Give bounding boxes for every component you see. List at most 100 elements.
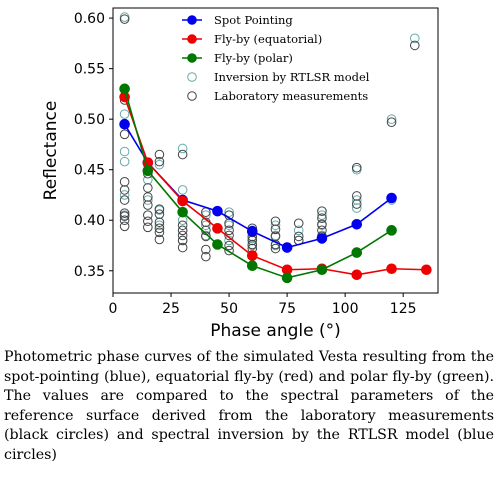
data-point bbox=[317, 219, 327, 230]
data-point bbox=[212, 223, 223, 234]
data-point bbox=[409, 33, 420, 44]
data-point bbox=[409, 40, 420, 51]
data-point bbox=[177, 242, 188, 253]
data-point bbox=[119, 83, 130, 95]
axes: 0 25 50 75 100 125 0.35 0.40 0.45 0.50 0.55 0.60 Pha… bbox=[41, 7, 439, 341]
legend-label: Fly-by (equatorial) bbox=[214, 32, 322, 46]
data-point bbox=[224, 207, 234, 217]
data-point bbox=[386, 117, 397, 128]
legend-label: Spot Pointing bbox=[214, 13, 293, 27]
data-point bbox=[224, 218, 234, 229]
data-point bbox=[270, 216, 281, 227]
data-point bbox=[143, 195, 153, 205]
series-fly-by-polar bbox=[119, 83, 397, 284]
data-point bbox=[351, 195, 362, 205]
data-point bbox=[212, 205, 223, 217]
data-point bbox=[119, 208, 130, 218]
data-point bbox=[177, 149, 188, 160]
legend-entry-laboratory-measurements: Laboratory measurements bbox=[187, 89, 368, 103]
data-point bbox=[386, 263, 397, 275]
data-point bbox=[224, 225, 234, 236]
data-point bbox=[143, 200, 153, 210]
data-point bbox=[317, 206, 327, 216]
data-point bbox=[119, 177, 130, 187]
data-point bbox=[142, 165, 154, 177]
phase-curve-chart: 0 25 50 75 100 125 0.35 0.40 0.45 0.50 0.55 0.60 Pha… bbox=[41, 7, 439, 341]
legend-label: Laboratory measurements bbox=[214, 89, 368, 103]
legend-entry-spot-pointing: Spot Pointing bbox=[182, 13, 293, 27]
data-point bbox=[143, 216, 153, 227]
y-tick-label: 0.35 bbox=[74, 264, 105, 280]
data-point bbox=[351, 269, 363, 281]
y-tick-label: 0.60 bbox=[74, 11, 105, 27]
data-point bbox=[119, 109, 130, 119]
legend: Spot Pointing Fly-by (equatorial) Fly-by (… bbox=[182, 13, 370, 103]
x-tick-label: 125 bbox=[390, 301, 417, 317]
x-axis-label: Phase angle (°) bbox=[210, 321, 341, 341]
data-point bbox=[316, 264, 328, 276]
data-point bbox=[224, 220, 234, 231]
data-point bbox=[177, 235, 188, 246]
data-point bbox=[119, 146, 130, 157]
figure-caption: Photometric phase curves of the simulate… bbox=[4, 349, 494, 463]
data-point bbox=[421, 264, 432, 276]
x-tick-label: 75 bbox=[278, 301, 296, 317]
legend-entry-fly-by-equatorial: Fly-by (equatorial) bbox=[182, 32, 322, 46]
plot-area bbox=[119, 12, 432, 284]
data-point bbox=[119, 14, 130, 24]
data-point bbox=[386, 114, 397, 124]
data-point bbox=[293, 218, 304, 229]
data-point bbox=[154, 159, 165, 170]
data-point bbox=[119, 195, 130, 205]
data-point bbox=[177, 230, 188, 241]
data-point bbox=[293, 225, 304, 236]
x-tick-label: 25 bbox=[162, 301, 180, 317]
legend-entry-fly-by-polar: Fly-by (polar) bbox=[182, 51, 293, 65]
data-point bbox=[154, 223, 165, 234]
data-point bbox=[177, 206, 188, 218]
legend-marker bbox=[187, 15, 197, 25]
legend-label: Inversion by RTLSR model bbox=[214, 70, 370, 84]
data-point bbox=[351, 164, 362, 175]
data-point bbox=[119, 156, 130, 167]
data-point bbox=[177, 220, 188, 231]
data-point bbox=[212, 239, 223, 250]
data-point bbox=[154, 149, 165, 160]
data-point bbox=[351, 199, 362, 209]
data-point bbox=[201, 251, 211, 262]
data-point bbox=[351, 162, 362, 173]
y-axis-label: Reflectance bbox=[41, 101, 61, 201]
data-point bbox=[270, 243, 281, 254]
data-point bbox=[154, 227, 165, 238]
x-tick-label: 0 bbox=[109, 301, 118, 317]
legend-marker bbox=[187, 53, 197, 63]
data-point bbox=[154, 220, 165, 231]
data-point bbox=[154, 217, 165, 228]
legend-entry-inversion-by-rtlsr-model: Inversion by RTLSR model bbox=[187, 70, 370, 84]
data-point bbox=[177, 225, 188, 236]
data-point bbox=[177, 143, 188, 154]
data-point bbox=[317, 213, 327, 224]
data-point bbox=[281, 242, 293, 253]
data-point bbox=[177, 185, 188, 195]
series-inversion-by-rtlsr-model bbox=[119, 12, 420, 251]
data-point bbox=[351, 247, 363, 258]
y-tick-label: 0.40 bbox=[74, 213, 105, 229]
data-point bbox=[246, 260, 258, 272]
data-point bbox=[154, 234, 165, 245]
series-fly-by-equatorial bbox=[119, 91, 432, 281]
data-point bbox=[386, 225, 397, 236]
data-point bbox=[270, 231, 281, 242]
data-point bbox=[143, 183, 153, 193]
x-tick-label: 50 bbox=[220, 301, 238, 317]
data-point bbox=[247, 239, 258, 250]
data-point bbox=[246, 250, 258, 261]
data-point bbox=[119, 185, 130, 195]
legend-marker bbox=[187, 72, 197, 82]
data-point bbox=[281, 272, 293, 284]
data-point bbox=[270, 220, 281, 231]
data-point bbox=[224, 240, 234, 251]
data-point bbox=[270, 224, 281, 235]
data-point bbox=[154, 204, 165, 214]
data-point bbox=[246, 226, 258, 237]
